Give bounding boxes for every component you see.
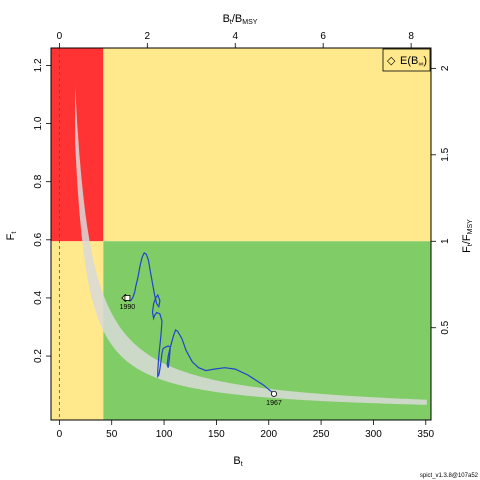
y-tick-label: 0.4 (33, 291, 44, 305)
top-tick-label: 6 (320, 31, 326, 42)
point-1990 (124, 295, 131, 301)
y-tick-label: 0.8 (33, 174, 44, 188)
top-tick-label: 4 (232, 31, 238, 42)
zone-yellow-top (103, 48, 431, 242)
point-label-1990: 1990 (120, 304, 136, 311)
right-tick-label: 2 (440, 65, 451, 71)
right-axis-label: Ft/FMSY (461, 219, 474, 253)
point-1967 (270, 390, 277, 397)
legend-box (382, 48, 431, 72)
legend: ◇ E(B∞) (382, 48, 431, 72)
tick-layer: 0 50 100 150 200 250 300 350 0.2 0.4 0.6 0.8 1.0 1.2 0… (33, 31, 451, 440)
legend-marker-icon: ◇ (387, 55, 396, 67)
y-axis-label: Ft (5, 232, 18, 241)
y-tick-label: 0.2 (33, 349, 44, 363)
legend-label: E(B∞) (400, 55, 427, 68)
right-tick-label: 1 (440, 238, 451, 244)
top-tick-label: 2 (145, 31, 151, 42)
y-tick-label: 0.6 (33, 232, 44, 246)
plot-region: 1990 1967 (51, 48, 431, 420)
x-axis-label: Bt (233, 455, 242, 468)
x-tick-label: 350 (417, 429, 434, 440)
right-tick-label: 1.5 (440, 147, 451, 161)
x-tick-label: 50 (106, 429, 118, 440)
x-tick-label: 0 (57, 429, 63, 440)
top-axis-label: Bt/BMSY (223, 13, 258, 26)
x-tick-label: 150 (208, 429, 225, 440)
point-label-1967: 1967 (266, 400, 282, 407)
zone-yellow-bottom (51, 241, 104, 420)
trajectory-line (126, 252, 275, 395)
x-tick-label: 300 (365, 429, 382, 440)
footer-version: spict_v1.3.8@107a52 (420, 473, 479, 479)
y-tick-label: 1.0 (33, 116, 44, 130)
x-tick-label: 250 (313, 429, 330, 440)
plot-frame (50, 47, 432, 421)
points-layer: 1990 1967 (120, 293, 282, 407)
right-tick-label: 0.5 (440, 320, 451, 334)
top-tick-label: 0 (57, 31, 63, 42)
x-tick-label: 100 (156, 429, 173, 440)
top-tick-label: 8 (408, 31, 414, 42)
y-tick-label: 1.2 (33, 58, 44, 72)
x-tick-label: 200 (260, 429, 277, 440)
